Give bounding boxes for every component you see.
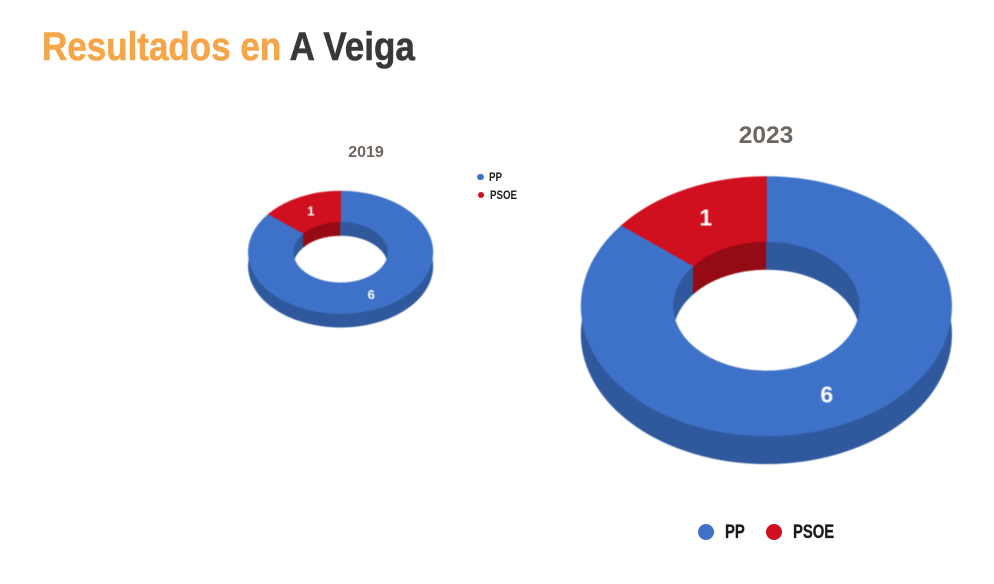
svg-text:1: 1 (307, 203, 314, 218)
svg-text:1: 1 (699, 204, 712, 230)
svg-text:6: 6 (368, 287, 375, 302)
svg-text:6: 6 (820, 381, 833, 407)
